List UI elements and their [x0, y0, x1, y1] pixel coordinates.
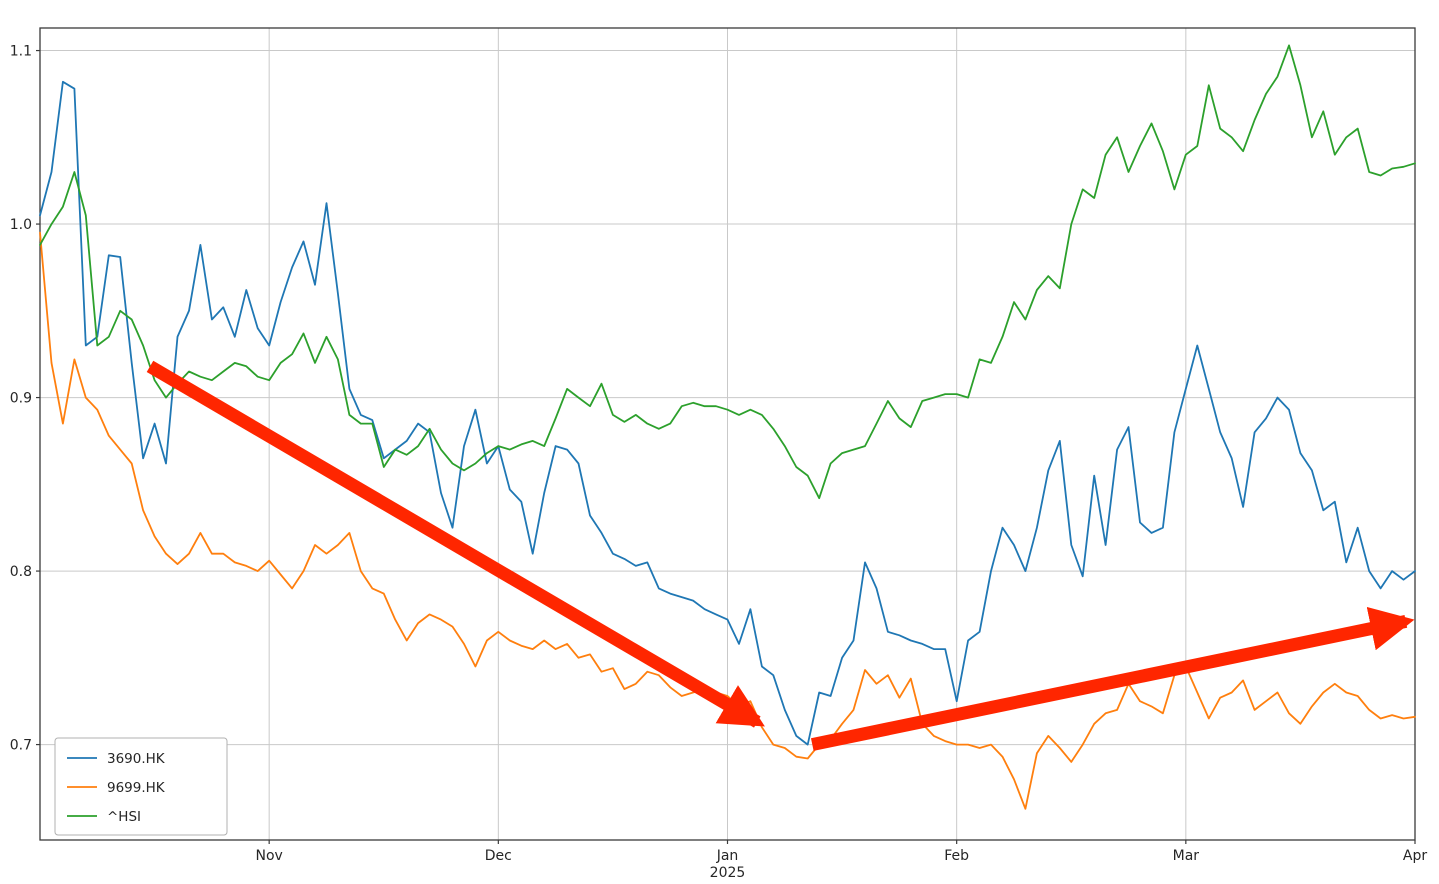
x-tick-label: Jan	[716, 848, 739, 864]
series-line-3690-hk	[39, 80, 1416, 746]
y-tick-label: 0.9	[10, 391, 32, 407]
x-tick-label: Nov	[256, 848, 283, 864]
x-tick-year-label: 2025	[710, 865, 746, 881]
legend-label: ^HSI	[107, 809, 141, 825]
x-tick-label: Apr	[1403, 848, 1427, 864]
uptrend-arrow	[810, 606, 1415, 751]
y-tick-label: 1.1	[10, 44, 32, 60]
legend-label: 9699.HK	[107, 780, 166, 796]
legend: 3690.HK 9699.HK ^HSI	[54, 737, 228, 836]
axis-ticks	[36, 49, 1416, 844]
x-tick-label: Feb	[944, 848, 969, 864]
series-line--hsi	[39, 44, 1416, 500]
gridlines	[40, 28, 1416, 840]
legend-box	[54, 737, 228, 836]
x-tick-label: Dec	[485, 848, 512, 864]
x-tick-label: Mar	[1173, 848, 1200, 864]
legend-item-3690-hk: 3690.HK	[67, 751, 166, 767]
legend-item--hsi: ^HSI	[67, 809, 141, 825]
legend-label: 3690.HK	[107, 751, 166, 767]
y-tick-label: 1.0	[10, 217, 32, 233]
downtrend-arrow	[146, 360, 765, 728]
y-tick-label: 0.7	[10, 738, 32, 754]
y-tick-label: 0.8	[10, 564, 32, 580]
legend-item-9699-hk: 9699.HK	[67, 780, 166, 796]
